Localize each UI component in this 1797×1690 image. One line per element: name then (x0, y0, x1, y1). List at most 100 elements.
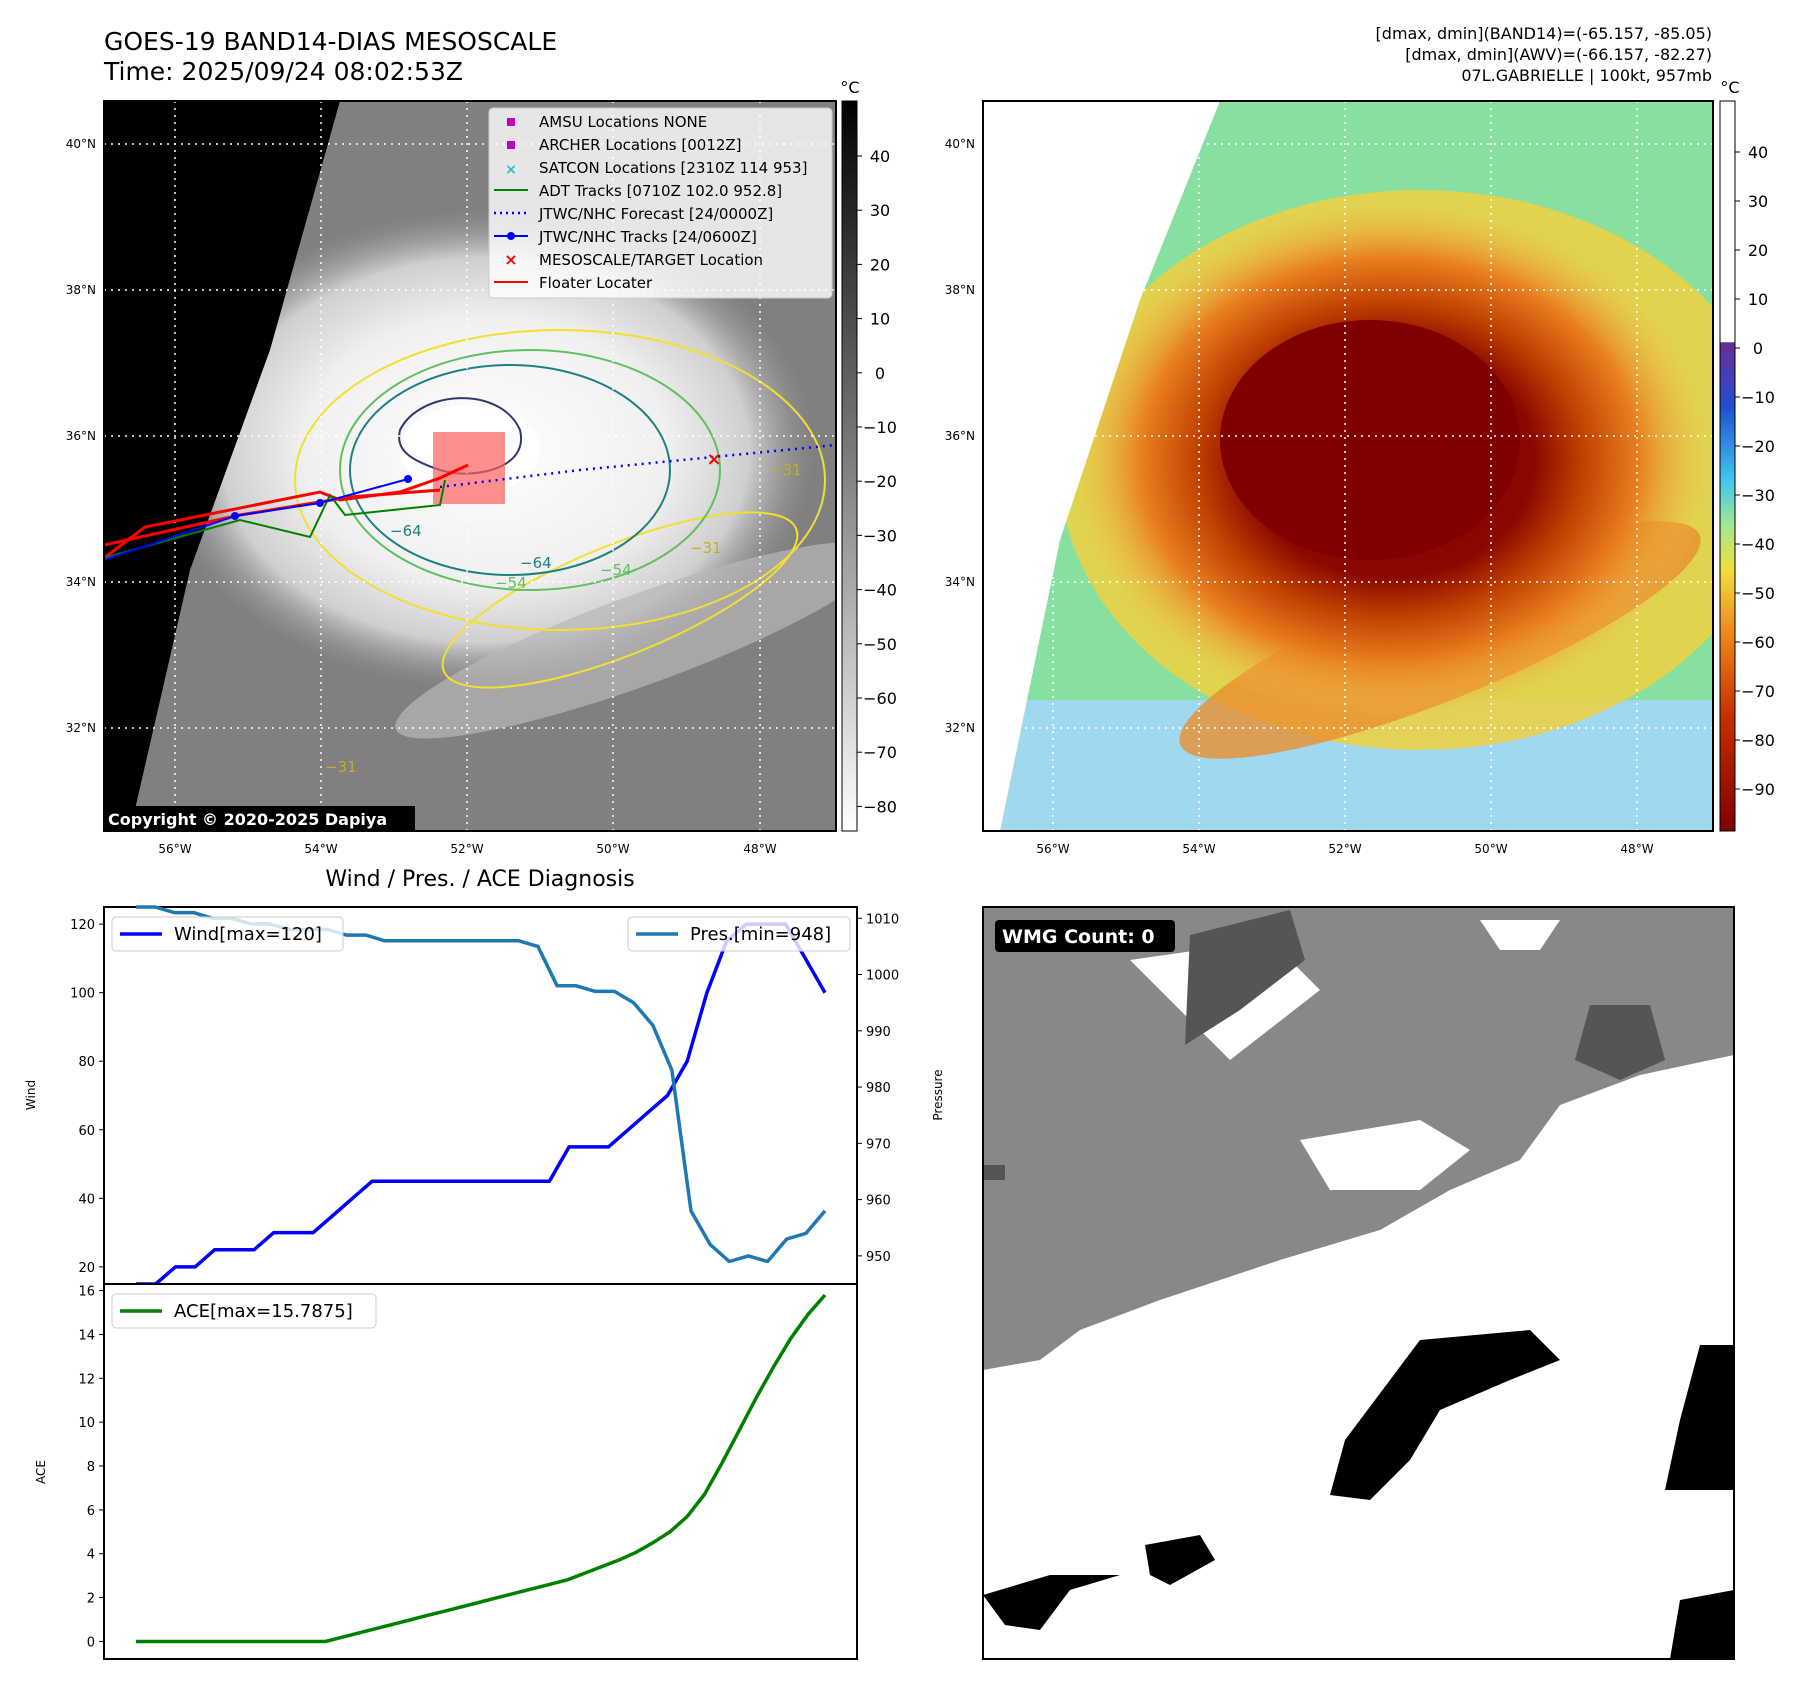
lat-label: 40°N (945, 137, 975, 151)
target-location-marker: × (706, 449, 721, 470)
gray-colorbar-unit: °C (840, 78, 859, 97)
contour-31 (294, 329, 826, 631)
contour-54 (339, 349, 721, 591)
wmg-frame (982, 906, 1735, 1660)
wind-y-tick-label: 120 (70, 918, 95, 933)
colorbar-tick-label: −20 (1741, 437, 1775, 456)
colorbar-tick-label: 40 (870, 147, 890, 166)
color-map-frame (982, 100, 1714, 832)
legend-label: JTWC/NHC Forecast [24/0000Z] (538, 205, 773, 223)
colorbar-tick-label: −90 (1741, 780, 1775, 799)
ace-y-tick-label: 14 (78, 1328, 95, 1343)
ir-cloud-band (395, 541, 836, 739)
legend-marker-archer (507, 141, 515, 149)
colorbar-tick-label: −80 (1741, 731, 1775, 750)
lon-label: 50°W (596, 842, 629, 856)
lat-label: 38°N (945, 283, 975, 297)
contour-64 (349, 364, 671, 576)
contour-label: −64 (390, 522, 422, 540)
legend-label: MESOSCALE/TARGET Location (539, 251, 763, 269)
pressure-y-tick-label: 1000 (866, 969, 899, 984)
ace-series-line (136, 1293, 827, 1644)
wind-y-tick-label: 20 (78, 1261, 95, 1276)
ir-lat-labels: 40°N 38°N 36°N 34°N 32°N (66, 137, 96, 735)
pressure-y-tick-label: 990 (866, 1025, 891, 1040)
ir-map-frame (103, 100, 837, 832)
lat-label: 32°N (66, 721, 96, 735)
colorbar-tick-label: −30 (863, 526, 897, 545)
legend-marker-amsu (507, 118, 515, 126)
ace-y-tick-label: 12 (78, 1372, 95, 1387)
colorbar-tick-label: −60 (863, 689, 897, 708)
pressure-y-tick-label: 950 (866, 1250, 891, 1265)
wmg-panel: WMG Count: 0 (982, 906, 1735, 1660)
lat-label: 36°N (66, 429, 96, 443)
legend-label: ADT Tracks [0710Z 102.0 952.8] (539, 182, 782, 200)
lon-label: 50°W (1474, 842, 1507, 856)
jtwc-track-point (316, 499, 324, 507)
gray-colorbar (841, 100, 858, 832)
wmg-white-patch (1480, 920, 1560, 950)
wind-y-tick-label: 40 (78, 1192, 95, 1207)
ace-legend-box (111, 1293, 377, 1329)
lat-label: 32°N (945, 721, 975, 735)
ir-lon-labels: 56°W 54°W 52°W 50°W 48°W (158, 842, 776, 856)
color-lon-labels: 56°W 54°W 52°W 50°W 48°W (1036, 842, 1653, 856)
ace-y-tick-label: 16 (78, 1285, 95, 1300)
wind-legend-box (111, 916, 344, 952)
wind-pressure-chart: 20 40 60 80 100 120 950 960 970 980 990 1000 1010 Win… (24, 905, 945, 1286)
copyright-text: Copyright © 2020-2025 Dapiya (108, 810, 387, 829)
colorbar-tick-label: −30 (1741, 486, 1775, 505)
wind-legend-label: Wind[max=120] (174, 924, 322, 945)
legend-label: SATCON Locations [2310Z 114 953] (539, 159, 807, 177)
jtwc-nhc-track (104, 478, 409, 561)
colorbar-tick-label: 0 (1753, 339, 1763, 358)
colorbar-tick-label: −80 (863, 797, 897, 816)
lat-label: 40°N (66, 137, 96, 151)
contour-inner (398, 397, 523, 475)
colorbar-tick-label: 40 (1748, 143, 1768, 162)
ace-chart-frame (103, 1283, 858, 1660)
legend-label: AMSU Locations NONE (539, 113, 707, 131)
legend-marker-satcon: × (505, 162, 517, 178)
contour-label: −31 (325, 758, 357, 776)
jtwc-track-point (404, 475, 412, 483)
legend-label: JTWC/NHC Tracks [24/0600Z] (538, 228, 757, 246)
colorbar-tick-label: −20 (863, 472, 897, 491)
legend-label: Floater Locater (539, 274, 653, 292)
wmg-count-badge (995, 920, 1175, 952)
color-colorbar (1719, 100, 1736, 832)
lon-label: 48°W (1620, 842, 1653, 856)
ace-y-tick-label: 6 (87, 1504, 95, 1519)
wmg-black-region (1145, 1535, 1215, 1585)
lat-label: 36°N (945, 429, 975, 443)
contour-label: −64 (520, 554, 552, 572)
lon-label: 52°W (1328, 842, 1361, 856)
colorbar-tick-label: 10 (870, 310, 890, 329)
legend-marker-target: × (504, 250, 517, 269)
color-map-no-data-region (983, 101, 1220, 831)
mesoscale-target-box (433, 432, 505, 504)
pressure-y-tick-label: 1010 (866, 912, 899, 927)
ace-y-tick-label: 4 (87, 1548, 95, 1563)
ace-legend-label: ACE[max=15.7875] (174, 1301, 353, 1322)
pressure-y-tick-label: 970 (866, 1137, 891, 1152)
stats-line-3: 07L.GABRIELLE | 100kt, 957mb (1461, 66, 1712, 85)
legend-box (488, 107, 833, 299)
lon-label: 54°W (304, 842, 337, 856)
figure-title: GOES-19 BAND14-DIAS MESOSCALE (104, 27, 557, 56)
wind-y-tick-label: 80 (78, 1055, 95, 1070)
wind-series-line (136, 922, 827, 1286)
ace-y-tick-label: 8 (87, 1460, 95, 1475)
colorbar-tick-label: −50 (863, 635, 897, 654)
lat-label: 34°N (66, 575, 96, 589)
map-legend: × × AMSU Locations NONE ARCHER Locations… (488, 107, 833, 299)
copyright-box (104, 806, 415, 831)
ir-map-panel: × −64 −64 −54 −54 −31 −31 −31 × × AMSU L… (66, 78, 897, 856)
wmg-black-region (983, 1575, 1120, 1630)
ace-axis-label: ACE (34, 1460, 48, 1484)
stats-line-1: [dmax, dmin](BAND14)=(-65.157, -85.05) (1376, 24, 1712, 43)
gray-colorbar-ticks: 40 30 20 10 0 −10 −20 −30 −40 −50 −60 −70 −80 (857, 147, 897, 816)
colorbar-tick-label: −10 (863, 418, 897, 437)
wmg-black-region (1670, 1590, 1734, 1659)
